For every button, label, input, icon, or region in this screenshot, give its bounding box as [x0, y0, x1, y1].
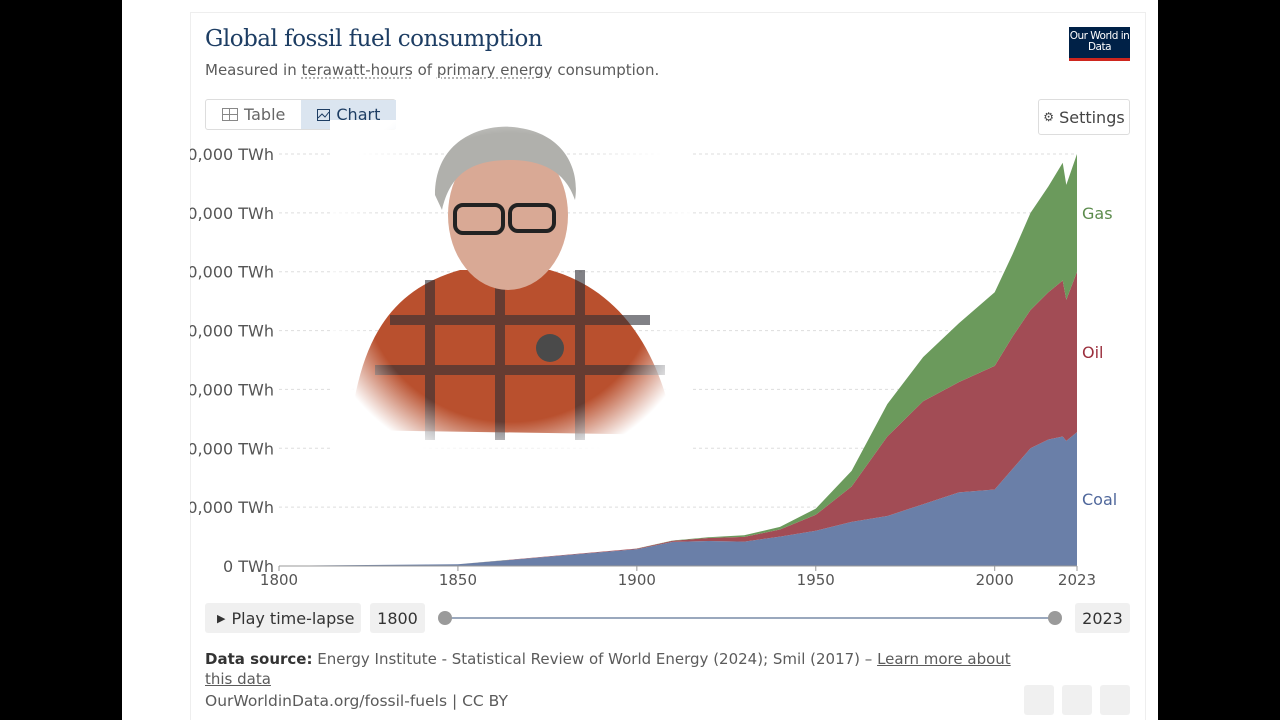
source-text: Energy Institute - Statistical Review of… [317, 650, 873, 668]
play-icon: ▶ [217, 611, 226, 625]
download-button[interactable] [1024, 685, 1054, 715]
source-link[interactable]: Learn more about this data [205, 650, 1011, 688]
y-tick-label: 0 TWh [223, 557, 274, 576]
y-tick-label: 40,000 TWh [190, 439, 274, 458]
settings-label: Settings [1059, 107, 1125, 127]
x-tick-label: 2023 [1058, 571, 1096, 589]
timeline-handle[interactable] [438, 611, 452, 625]
play-label: Play time-lapse [231, 608, 355, 628]
subtitle-text: of [417, 61, 433, 79]
table-icon [222, 108, 238, 121]
x-tick-label: 1950 [797, 571, 835, 589]
series-label: Coal [1082, 490, 1117, 509]
footer[interactable]: OurWorldinData.org/fossil-fuels | CC BY [205, 692, 508, 710]
tab-table[interactable]: Table [206, 100, 301, 129]
subtitle-link[interactable]: primary energy [436, 61, 553, 79]
timeline-start[interactable]: 1800 [370, 603, 425, 633]
chart-subtitle: Measured in terawatt-hours of primary en… [205, 61, 659, 79]
timeline-handle[interactable] [1048, 611, 1062, 625]
settings-button[interactable]: ⚙ Settings [1038, 99, 1130, 135]
play-button[interactable]: ▶ Play time-lapse [205, 603, 361, 633]
chart-title: Global fossil fuel consumption [205, 26, 543, 52]
chart-icon [317, 108, 331, 121]
y-tick-label: 60,000 TWh [190, 380, 274, 399]
x-tick-label: 1850 [439, 571, 477, 589]
subtitle-link[interactable]: terawatt-hours [301, 61, 413, 79]
fade [330, 120, 690, 470]
timeline-end[interactable]: 2023 [1075, 603, 1130, 633]
gear: ⚙ [1043, 110, 1055, 124]
x-tick-label: 1800 [260, 571, 298, 589]
logo[interactable]: Our World in Data [1069, 27, 1130, 61]
fullscreen-button[interactable] [1100, 685, 1130, 715]
source-label: Data source: [205, 650, 313, 668]
y-tick-label: 100,000 TWh [190, 263, 274, 282]
area [279, 432, 1077, 566]
tab-label: Table [244, 105, 286, 124]
y-tick-label: 140,000 TWh [190, 145, 274, 164]
x-tick-label: 1900 [618, 571, 656, 589]
y-tick-label: 80,000 TWh [190, 322, 274, 341]
chart-frame [190, 12, 1146, 720]
subtitle-text: Measured in [205, 61, 297, 79]
data-source: Data source: Energy Institute - Statisti… [205, 649, 1025, 689]
presenter-overlay [330, 120, 690, 470]
tab-label: Chart [336, 105, 381, 124]
y-tick-label: 120,000 TWh [190, 204, 274, 223]
area [279, 271, 1077, 566]
series-label: Gas [1082, 204, 1113, 223]
series-label: Oil [1082, 343, 1103, 362]
share-button[interactable] [1062, 685, 1092, 715]
timeline-track[interactable] [445, 617, 1055, 619]
y-tick-label: 20,000 TWh [190, 498, 274, 517]
subtitle-text: consumption. [557, 61, 660, 79]
x-tick-label: 2000 [976, 571, 1014, 589]
